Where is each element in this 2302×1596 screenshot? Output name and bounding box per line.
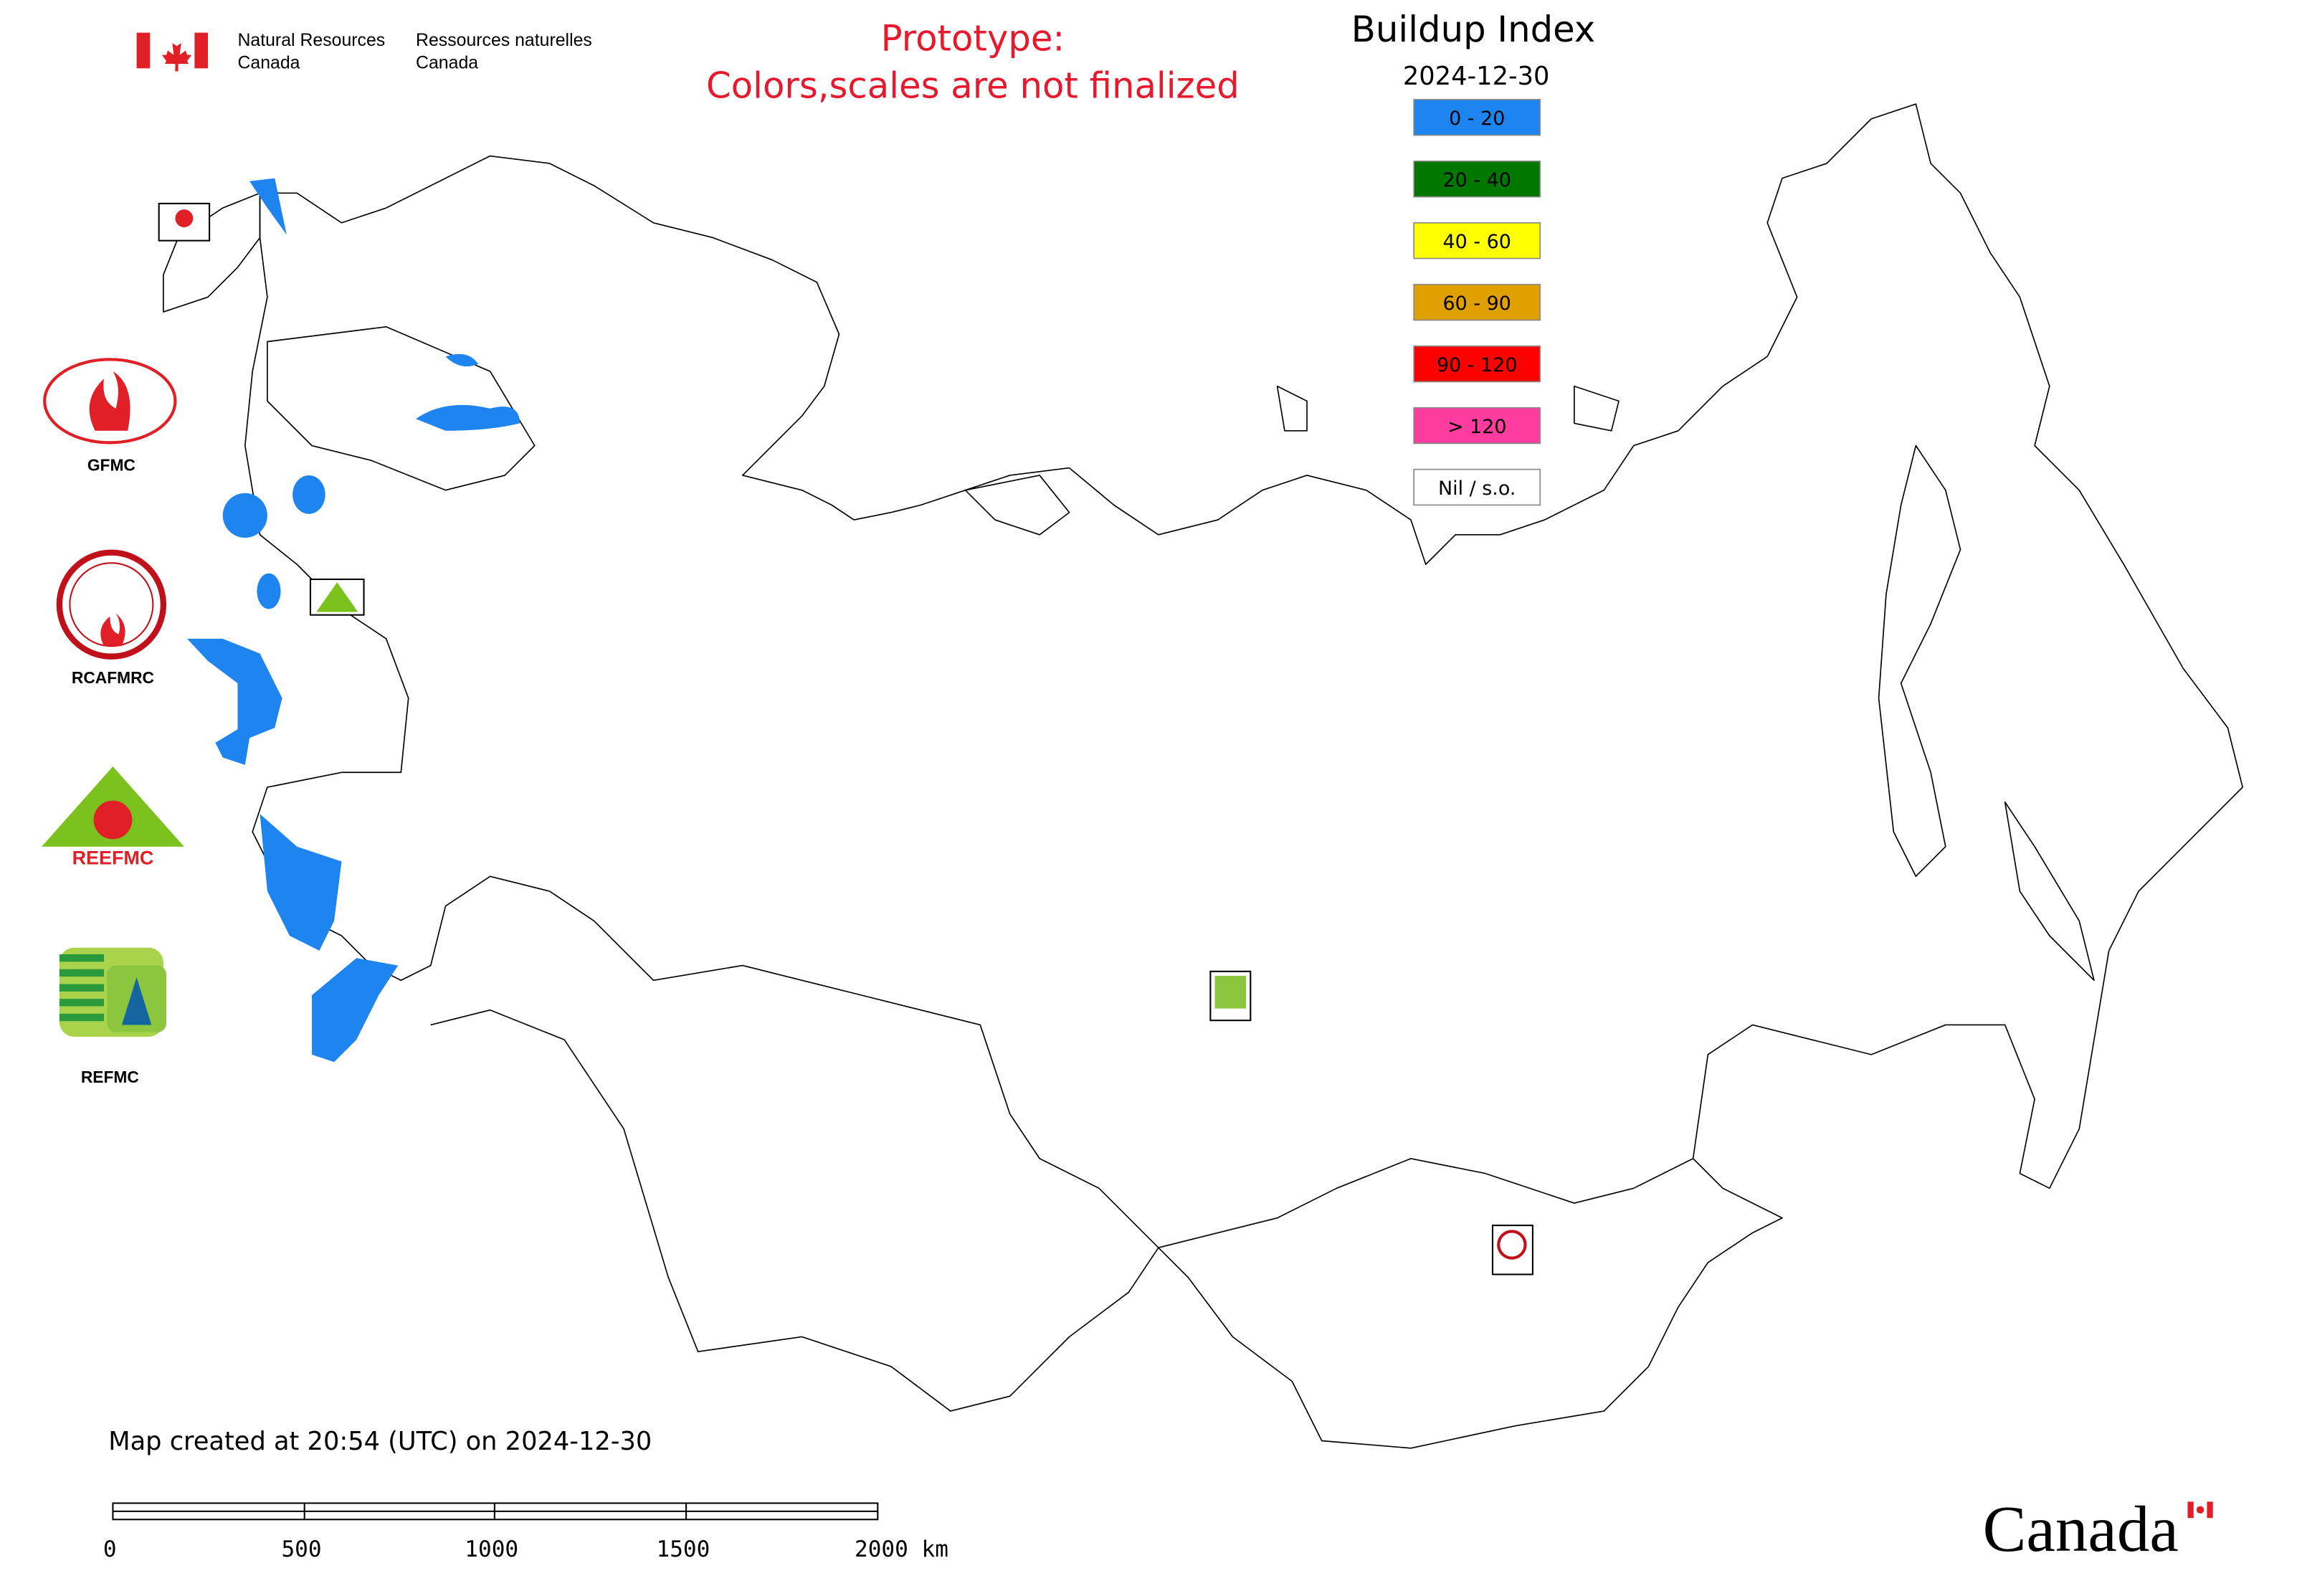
- department-fr: Canada: [416, 53, 478, 72]
- department-en: Canada: [237, 53, 300, 72]
- legend-label: > 120: [1447, 416, 1507, 438]
- department-fr: Ressources naturelles: [416, 31, 592, 50]
- scale-bar: [112, 1502, 879, 1521]
- country-outlines: [163, 103, 2243, 1449]
- logo-label: REEFMC: [72, 847, 154, 869]
- legend-label: Nil / s.o.: [1438, 478, 1516, 500]
- legend-label: 90 - 120: [1437, 354, 1517, 376]
- index-zones: [187, 178, 520, 1063]
- scale-label: 1000: [465, 1536, 518, 1562]
- legend-swatch: [1413, 468, 1541, 506]
- canada-wordmark: Canada: [1983, 1493, 2179, 1565]
- scale-label: 0: [103, 1536, 117, 1562]
- legend: 0 - 20 20 - 40 40 - 60 60 - 90 90 - 120 > 120…: [1413, 98, 1541, 506]
- department-en: Natural Resources: [237, 31, 385, 50]
- legend-swatch: [1413, 283, 1541, 321]
- legend-swatch: [1413, 98, 1541, 136]
- legend-label: 40 - 60: [1443, 231, 1511, 253]
- goc-signature: Natural Resources Canada Ressources natu…: [136, 31, 592, 72]
- legend-swatch: [1413, 345, 1541, 383]
- logo-label: REFMC: [81, 1068, 139, 1086]
- map-title: Buildup Index: [1351, 9, 1595, 50]
- legend-label: 20 - 40: [1443, 169, 1511, 191]
- map-date: 2024-12-30: [1403, 62, 1550, 91]
- logo-label: RCAFMRC: [72, 668, 154, 687]
- scale-labels: 0 500 1000 1500 2000 km: [103, 1536, 948, 1562]
- created-note: Map created at 20:54 (UTC) on 2024-12-30: [108, 1427, 652, 1456]
- legend-swatch: [1413, 407, 1541, 445]
- legend-swatch: [1413, 222, 1541, 260]
- prototype-notice: Colors,scales are not finalized: [706, 65, 1240, 107]
- scale-label: 500: [281, 1536, 321, 1562]
- map-markers: [158, 202, 1533, 1276]
- legend-label: 0 - 20: [1449, 108, 1505, 130]
- logos: GFMC RCAFMRC REEFMC REFMC: [42, 358, 184, 1086]
- legend-label: 60 - 90: [1443, 293, 1511, 315]
- scale-label: 1500: [657, 1536, 710, 1562]
- logo-label: GFMC: [87, 456, 135, 475]
- legend-swatch: [1413, 160, 1541, 198]
- prototype-notice: Prototype:: [881, 17, 1065, 59]
- scale-label: 2000 km: [855, 1536, 948, 1562]
